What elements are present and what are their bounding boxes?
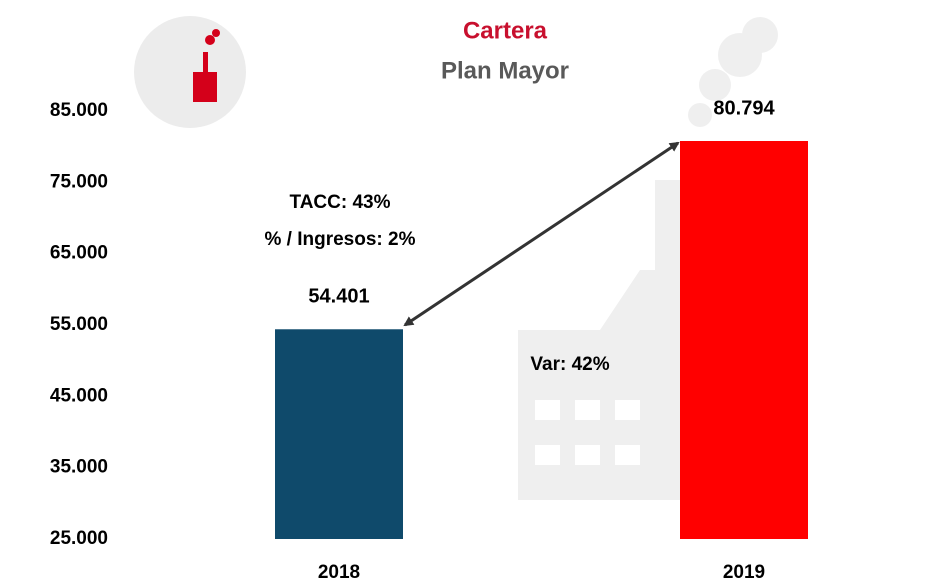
bar bbox=[680, 141, 808, 539]
chart-title: Cartera bbox=[463, 17, 548, 44]
y-tick-label: 75.000 bbox=[50, 171, 108, 192]
y-tick-label: 55.000 bbox=[50, 314, 108, 335]
y-tick-label: 65.000 bbox=[50, 243, 108, 264]
chart-subtitle: Plan Mayor bbox=[441, 57, 569, 84]
y-tick-label: 25.000 bbox=[50, 528, 108, 549]
annotation: TACC: 43% bbox=[290, 192, 391, 213]
x-tick-label: 2018 bbox=[318, 562, 360, 583]
y-tick-label: 85.000 bbox=[50, 100, 108, 121]
y-tick-label: 35.000 bbox=[50, 457, 108, 478]
value-label: 80.794 bbox=[713, 97, 775, 119]
bar bbox=[275, 329, 403, 539]
y-tick-label: 45.000 bbox=[50, 385, 108, 406]
x-tick-label: 2019 bbox=[723, 562, 765, 583]
annotation: Var: 42% bbox=[530, 354, 609, 375]
value-label: 54.401 bbox=[308, 286, 369, 308]
chart: Cartera Plan Mayor TACC: 43% % / Ingreso… bbox=[0, 0, 947, 587]
annotation: % / Ingresos: 2% bbox=[265, 229, 416, 250]
